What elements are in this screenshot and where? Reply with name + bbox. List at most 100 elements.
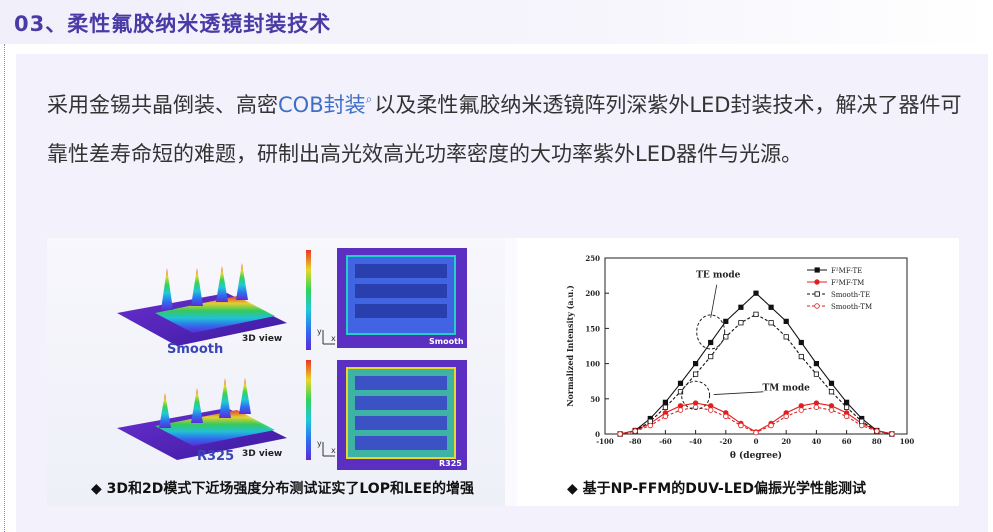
right-figure-caption: ◆ 基于NP-FFM的DUV-LED偏振光学性能测试	[567, 481, 866, 497]
section-header: 03、柔性氟胶纳米透镜封装技术	[0, 0, 993, 44]
data-point	[753, 429, 759, 436]
x-tick-label: 20	[781, 437, 791, 446]
data-point	[723, 334, 729, 340]
description-paragraph: 采用金锡共晶倒装、高密COB封装⌕以及柔性氟胶纳米透镜阵列深紫外LED封装技术，…	[47, 82, 972, 177]
paragraph-text-2: 以及柔性氟胶纳米透镜阵列深紫外LED封装技术，解决了器件可靠性差寿命短的难题，研…	[47, 93, 962, 166]
data-point	[677, 380, 684, 386]
data-point	[889, 431, 895, 437]
axis-y-bottom: y	[317, 439, 322, 448]
intensity-chart: 0 50 100 150 200 250 -100 -80 -60 -40 -20 0 20 40 60 80…	[565, 254, 915, 461]
te-mode-arrow	[710, 284, 718, 318]
x-tick-label: -20	[719, 437, 732, 446]
cob-link[interactable]: COB封装	[278, 93, 366, 117]
axis-x-top: x	[331, 334, 336, 343]
legend-label: Smooth-TM	[831, 303, 872, 311]
smooth-map-label: Smooth	[429, 337, 464, 346]
figure-image: 3D view Smooth 3D view R325	[47, 238, 959, 506]
x-tick-label: 80	[872, 437, 882, 446]
data-point	[708, 339, 714, 346]
axis-y-top: y	[317, 327, 322, 336]
data-point	[783, 334, 789, 340]
data-point	[813, 361, 820, 367]
data-point	[783, 318, 789, 324]
r325-label: R325	[197, 449, 234, 464]
data-point	[723, 413, 729, 420]
data-point	[768, 304, 774, 310]
near-field-figure: 3D view Smooth 3D view R325	[47, 238, 505, 506]
surface-plot-smooth	[117, 263, 287, 346]
polarization-figure: 0 50 100 150 200 250 -100 -80 -60 -40 -20 0 20 40 60 80…	[517, 238, 959, 506]
y-tick-label: 100	[585, 360, 600, 369]
data-point	[707, 407, 714, 413]
legend-marker	[814, 267, 820, 273]
tm-mode-ellipse	[681, 380, 711, 410]
data-point	[859, 422, 865, 429]
y-tick-label: 50	[590, 395, 600, 404]
data-point	[662, 404, 668, 410]
colorbar-bottom	[306, 360, 311, 460]
paragraph-text-1: 采用金锡共晶倒装、高密	[47, 93, 278, 117]
te-mode-annotation: TE mode	[696, 271, 741, 281]
data-point	[617, 431, 623, 437]
legend-label: Smooth-TE	[831, 291, 870, 299]
data-point	[723, 318, 729, 324]
data-point	[662, 399, 668, 405]
data-point	[874, 428, 880, 434]
data-point	[632, 428, 638, 434]
te-mode-ellipse	[696, 314, 726, 350]
data-point	[753, 290, 759, 296]
x-tick-label: 60	[842, 437, 852, 446]
data-point	[738, 422, 744, 429]
y-tick-label: 250	[585, 254, 600, 263]
data-point	[813, 371, 820, 377]
x-tick-label: -40	[689, 437, 702, 446]
data-point	[828, 389, 835, 395]
x-tick-label: 100	[900, 437, 915, 446]
colorbar-top	[306, 250, 311, 350]
data-point	[783, 413, 789, 420]
x-tick-label: 0	[754, 437, 759, 446]
data-point	[768, 422, 774, 429]
axes-glyph-top	[322, 330, 335, 345]
magnifier-icon[interactable]: ⌕	[365, 92, 373, 106]
data-point	[828, 407, 835, 413]
data-point	[843, 413, 850, 420]
data-point	[662, 413, 669, 420]
heatmap-r325	[337, 360, 467, 470]
data-point	[677, 407, 684, 413]
smooth-label: Smooth	[167, 342, 223, 357]
x-tick-label: 40	[812, 437, 822, 446]
legend-label: F²MF-TE	[831, 267, 862, 275]
legend-marker	[814, 279, 820, 285]
data-point	[798, 353, 804, 360]
axis-x-bottom: x	[331, 446, 336, 455]
dotted-divider	[4, 44, 5, 532]
r325-map-label: R325	[439, 459, 462, 468]
y-tick-label: 150	[585, 324, 600, 333]
data-point	[798, 339, 804, 346]
r325-3d-label: 3D view	[242, 449, 282, 459]
data-point	[843, 404, 850, 410]
x-tick-label: -100	[596, 437, 614, 446]
data-point	[843, 399, 850, 405]
legend-label: F²MF-TM	[831, 279, 864, 287]
y-tick-label: 200	[585, 289, 600, 298]
smooth-3d-label: 3D view	[242, 334, 282, 344]
surface-plot-r325	[117, 378, 287, 460]
legend-marker	[814, 303, 820, 309]
x-axis-label: θ (degree)	[730, 450, 782, 461]
data-point	[828, 380, 835, 386]
tm-mode-arrow	[713, 391, 764, 395]
data-point	[738, 304, 744, 310]
y-tick-label: 0	[595, 430, 600, 439]
near-field-graphic: 3D view Smooth 3D view R325	[117, 248, 467, 470]
left-figure-caption: ◆ 3D和2D模式下近场强度分布测试证实了LOP和LEE的增强	[91, 481, 474, 497]
axes-glyph-bottom	[322, 442, 335, 457]
data-point	[753, 311, 759, 317]
data-point	[738, 320, 744, 326]
data-point	[692, 361, 699, 367]
data-point	[798, 407, 804, 413]
x-tick-label: -60	[659, 437, 672, 446]
data-point	[708, 353, 714, 360]
data-point	[692, 371, 699, 377]
